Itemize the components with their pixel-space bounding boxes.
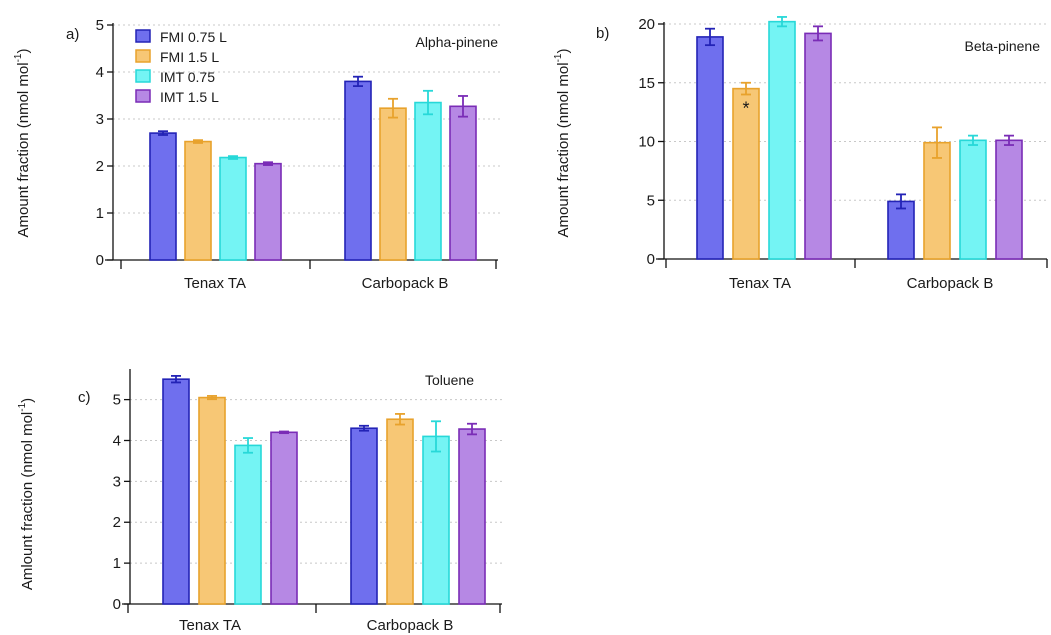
bar (254, 162, 282, 261)
y-tick-label: 3 (96, 111, 104, 128)
x-category-label: Carbopack B (367, 617, 454, 634)
legend-label: IMT 1.5 L (160, 89, 219, 105)
bar (386, 418, 414, 605)
x-category-label: Tenax TA (179, 617, 241, 634)
y-tick-label: 5 (113, 392, 121, 409)
y-tick-label: 1 (113, 555, 121, 572)
bar (414, 101, 442, 261)
legend-swatch (135, 29, 151, 43)
bar (422, 435, 450, 605)
legend-label: FMI 1.5 L (160, 49, 219, 65)
y-tick-label: 3 (113, 473, 121, 490)
bar (234, 444, 262, 605)
y-tick-label: 15 (638, 75, 655, 92)
bar (732, 87, 760, 260)
bar (995, 139, 1023, 260)
y-tick-label: 0 (113, 596, 121, 613)
x-category-label: Tenax TA (729, 275, 791, 292)
bar (344, 80, 372, 261)
bar (887, 200, 915, 260)
bar (219, 156, 247, 261)
panel-label: a) (66, 26, 79, 43)
bar (198, 396, 226, 605)
y-axis-label-close: ) (19, 398, 36, 403)
legend-label: IMT 0.75 (160, 69, 215, 85)
y-axis-label-main: Amount fraction (nmol mol (555, 62, 572, 237)
legend-swatch (135, 69, 151, 83)
chart-title: Beta-pinene (964, 38, 1040, 54)
y-tick-label: 2 (113, 514, 121, 531)
bar (768, 20, 796, 260)
y-axis-label-sup: -1 (17, 402, 28, 411)
bar (923, 141, 951, 260)
y-tick-label: 4 (96, 64, 104, 81)
y-axis-label-main: Amlount fraction (nmol mol (19, 412, 36, 590)
x-category-label: Carbopack B (362, 275, 449, 292)
y-tick-label: 0 (647, 251, 655, 268)
chart-title: Alpha-pinene (415, 34, 498, 50)
bar (449, 105, 477, 261)
chart-panel-2: 0 5 10 15 20 Tenax TA Carbopack B * b) Beta-pinen… (553, 16, 1048, 292)
y-axis-label: Amount fraction (nmol mol-1) (13, 49, 32, 238)
y-axis-label-main: Amount fraction (nmol mol (15, 62, 32, 237)
y-tick-label: 20 (638, 16, 655, 33)
legend-swatch (135, 89, 151, 103)
bar (270, 431, 298, 605)
annotation: * (742, 99, 749, 119)
bar (350, 427, 378, 605)
bar (162, 378, 190, 605)
legend-swatch (135, 49, 151, 63)
y-axis-label-sup: -1 (13, 53, 24, 62)
bar (149, 132, 177, 261)
bar (804, 32, 832, 260)
y-axis-label: Amount fraction (nmol mol-1) (553, 49, 572, 238)
chart-panel-3: 0 1 2 3 4 5 Tenax TA Carbopack B c) Toluene Amloun… (17, 369, 502, 634)
y-axis-label-close: ) (555, 49, 572, 54)
y-tick-label: 0 (96, 252, 104, 269)
legend: FMI 0.75 L FMI 1.5 L IMT 0.75 IMT 1.5 L (135, 29, 227, 105)
y-tick-label: 5 (647, 192, 655, 209)
y-tick-label: 5 (96, 17, 104, 34)
chart-panel-1: 0 1 2 3 4 5 Tenax TA Carbopack B a) Alpha-pinene A… (13, 17, 500, 292)
bar (458, 428, 486, 605)
bar (959, 139, 987, 260)
chart-title: Toluene (425, 372, 474, 388)
bar (184, 140, 212, 261)
x-category-label: Carbopack B (907, 275, 994, 292)
y-tick-label: 4 (113, 432, 121, 449)
y-tick-label: 10 (638, 134, 655, 151)
panel-label: b) (596, 25, 609, 42)
y-tick-label: 2 (96, 158, 104, 175)
y-tick-label: 1 (96, 205, 104, 222)
bar (696, 36, 724, 260)
legend-label: FMI 0.75 L (160, 29, 227, 45)
y-axis-label-sup: -1 (553, 53, 564, 62)
y-axis-label: Amlount fraction (nmol mol-1) (17, 398, 36, 590)
x-category-label: Tenax TA (184, 275, 246, 292)
panel-label: c) (78, 389, 91, 406)
bar (379, 107, 407, 261)
y-axis-label-close: ) (15, 49, 32, 54)
